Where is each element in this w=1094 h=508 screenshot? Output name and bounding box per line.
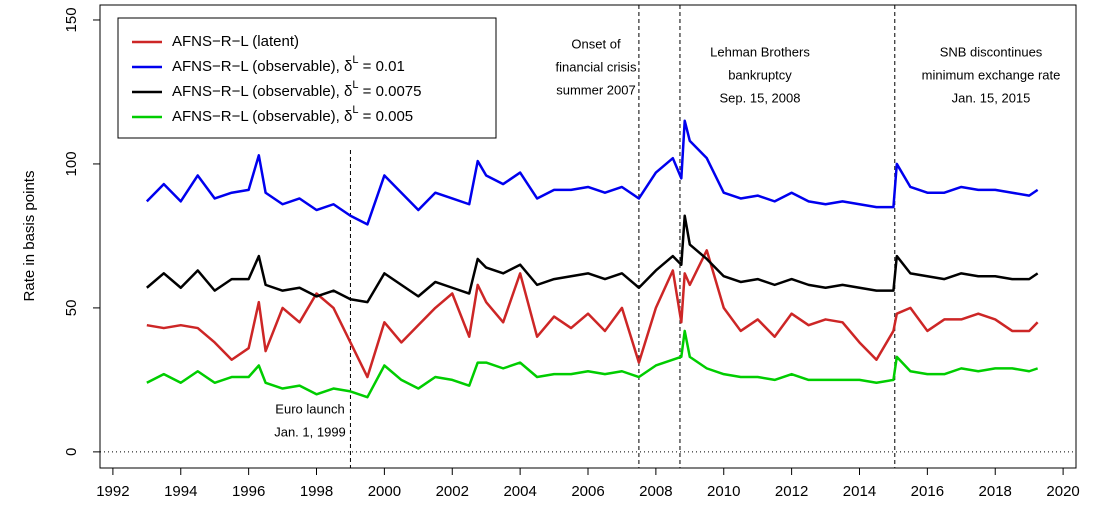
legend-label: AFNS−R−L (latent) [172, 33, 299, 50]
event-label: Lehman Brothers [710, 44, 810, 59]
x-tick-label: 2012 [775, 483, 808, 500]
event-label: Sep. 15, 2008 [720, 90, 801, 105]
event-label: Jan. 1, 1999 [274, 424, 346, 439]
x-tick-label: 2016 [911, 483, 944, 500]
y-tick-label: 50 [63, 300, 80, 317]
x-tick-label: 2020 [1046, 483, 1079, 500]
y-axis-label: Rate in basis points [21, 171, 38, 302]
series-line [146, 249, 1039, 379]
x-tick-label: 1994 [164, 483, 197, 500]
event-label: summer 2007 [556, 82, 635, 97]
legend-label: AFNS−R−L (observable), δL = 0.01 [172, 54, 405, 75]
y-tick-label: 100 [63, 151, 80, 176]
x-tick-label: 2000 [368, 483, 401, 500]
y-tick-label: 0 [63, 448, 80, 456]
x-tick-label: 2018 [979, 483, 1012, 500]
legend-label: AFNS−R−L (observable), δL = 0.0075 [172, 79, 421, 100]
x-tick-label: 2004 [503, 483, 536, 500]
x-tick-label: 2002 [436, 483, 469, 500]
x-tick-label: 2010 [707, 483, 740, 500]
plot-frame [99, 4, 1077, 469]
x-tick-label: 1996 [232, 483, 265, 500]
x-tick-label: 2008 [639, 483, 672, 500]
x-tick-label: 2006 [571, 483, 604, 500]
series-line [145, 119, 1039, 226]
event-label: Onset of [571, 36, 621, 51]
x-tick-label: 1992 [96, 483, 129, 500]
series-line [146, 214, 1039, 304]
event-label: SNB discontinues [940, 44, 1043, 59]
event-label: Jan. 15, 2015 [952, 90, 1031, 105]
event-label: Euro launch [275, 401, 344, 416]
legend: AFNS−R−L (latent) AFNS−R−L (observable), … [117, 17, 497, 139]
y-tick-label: 150 [63, 7, 80, 32]
legend-box [117, 17, 497, 139]
event-label: financial crisis [556, 59, 637, 74]
x-tick-label: 1998 [300, 483, 333, 500]
series-line [146, 329, 1039, 399]
event-label: minimum exchange rate [922, 67, 1061, 82]
x-tick-label: 2014 [843, 483, 876, 500]
legend-label: AFNS−R−L (observable), δL = 0.005 [172, 104, 413, 125]
event-label: bankruptcy [728, 67, 792, 82]
